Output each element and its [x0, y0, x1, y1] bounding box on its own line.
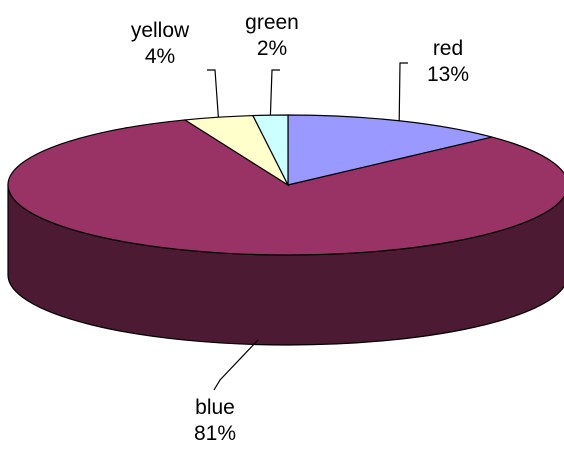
- slice-name-yellow: yellow: [130, 19, 190, 42]
- slice-percent-yellow: 4%: [144, 45, 176, 68]
- slice-percent-red: 13%: [426, 63, 470, 86]
- leader-line-red: [398, 62, 408, 121]
- slice-label-blue: blue 81%: [175, 395, 255, 447]
- slice-label-green: green 2%: [232, 10, 312, 62]
- slice-percent-blue: 81%: [193, 422, 237, 445]
- slice-label-yellow: yellow 4%: [110, 18, 210, 70]
- slice-name-blue: blue: [195, 396, 235, 419]
- slice-name-green: green: [245, 11, 299, 34]
- slice-label-red: red 13%: [408, 36, 488, 88]
- leader-line-blue: [213, 339, 259, 391]
- pie-slice-green: [251, 114, 289, 186]
- pie-top-group: [7, 114, 564, 256]
- slice-percent-green: 2%: [256, 37, 288, 60]
- leader-lines-group: [207, 62, 408, 391]
- pie-slice-red: [287, 114, 493, 186]
- slice-name-red: red: [432, 37, 464, 60]
- leader-line-green: [269, 69, 280, 116]
- pie-slice-blue: [7, 119, 564, 256]
- leader-line-yellow: [207, 69, 219, 118]
